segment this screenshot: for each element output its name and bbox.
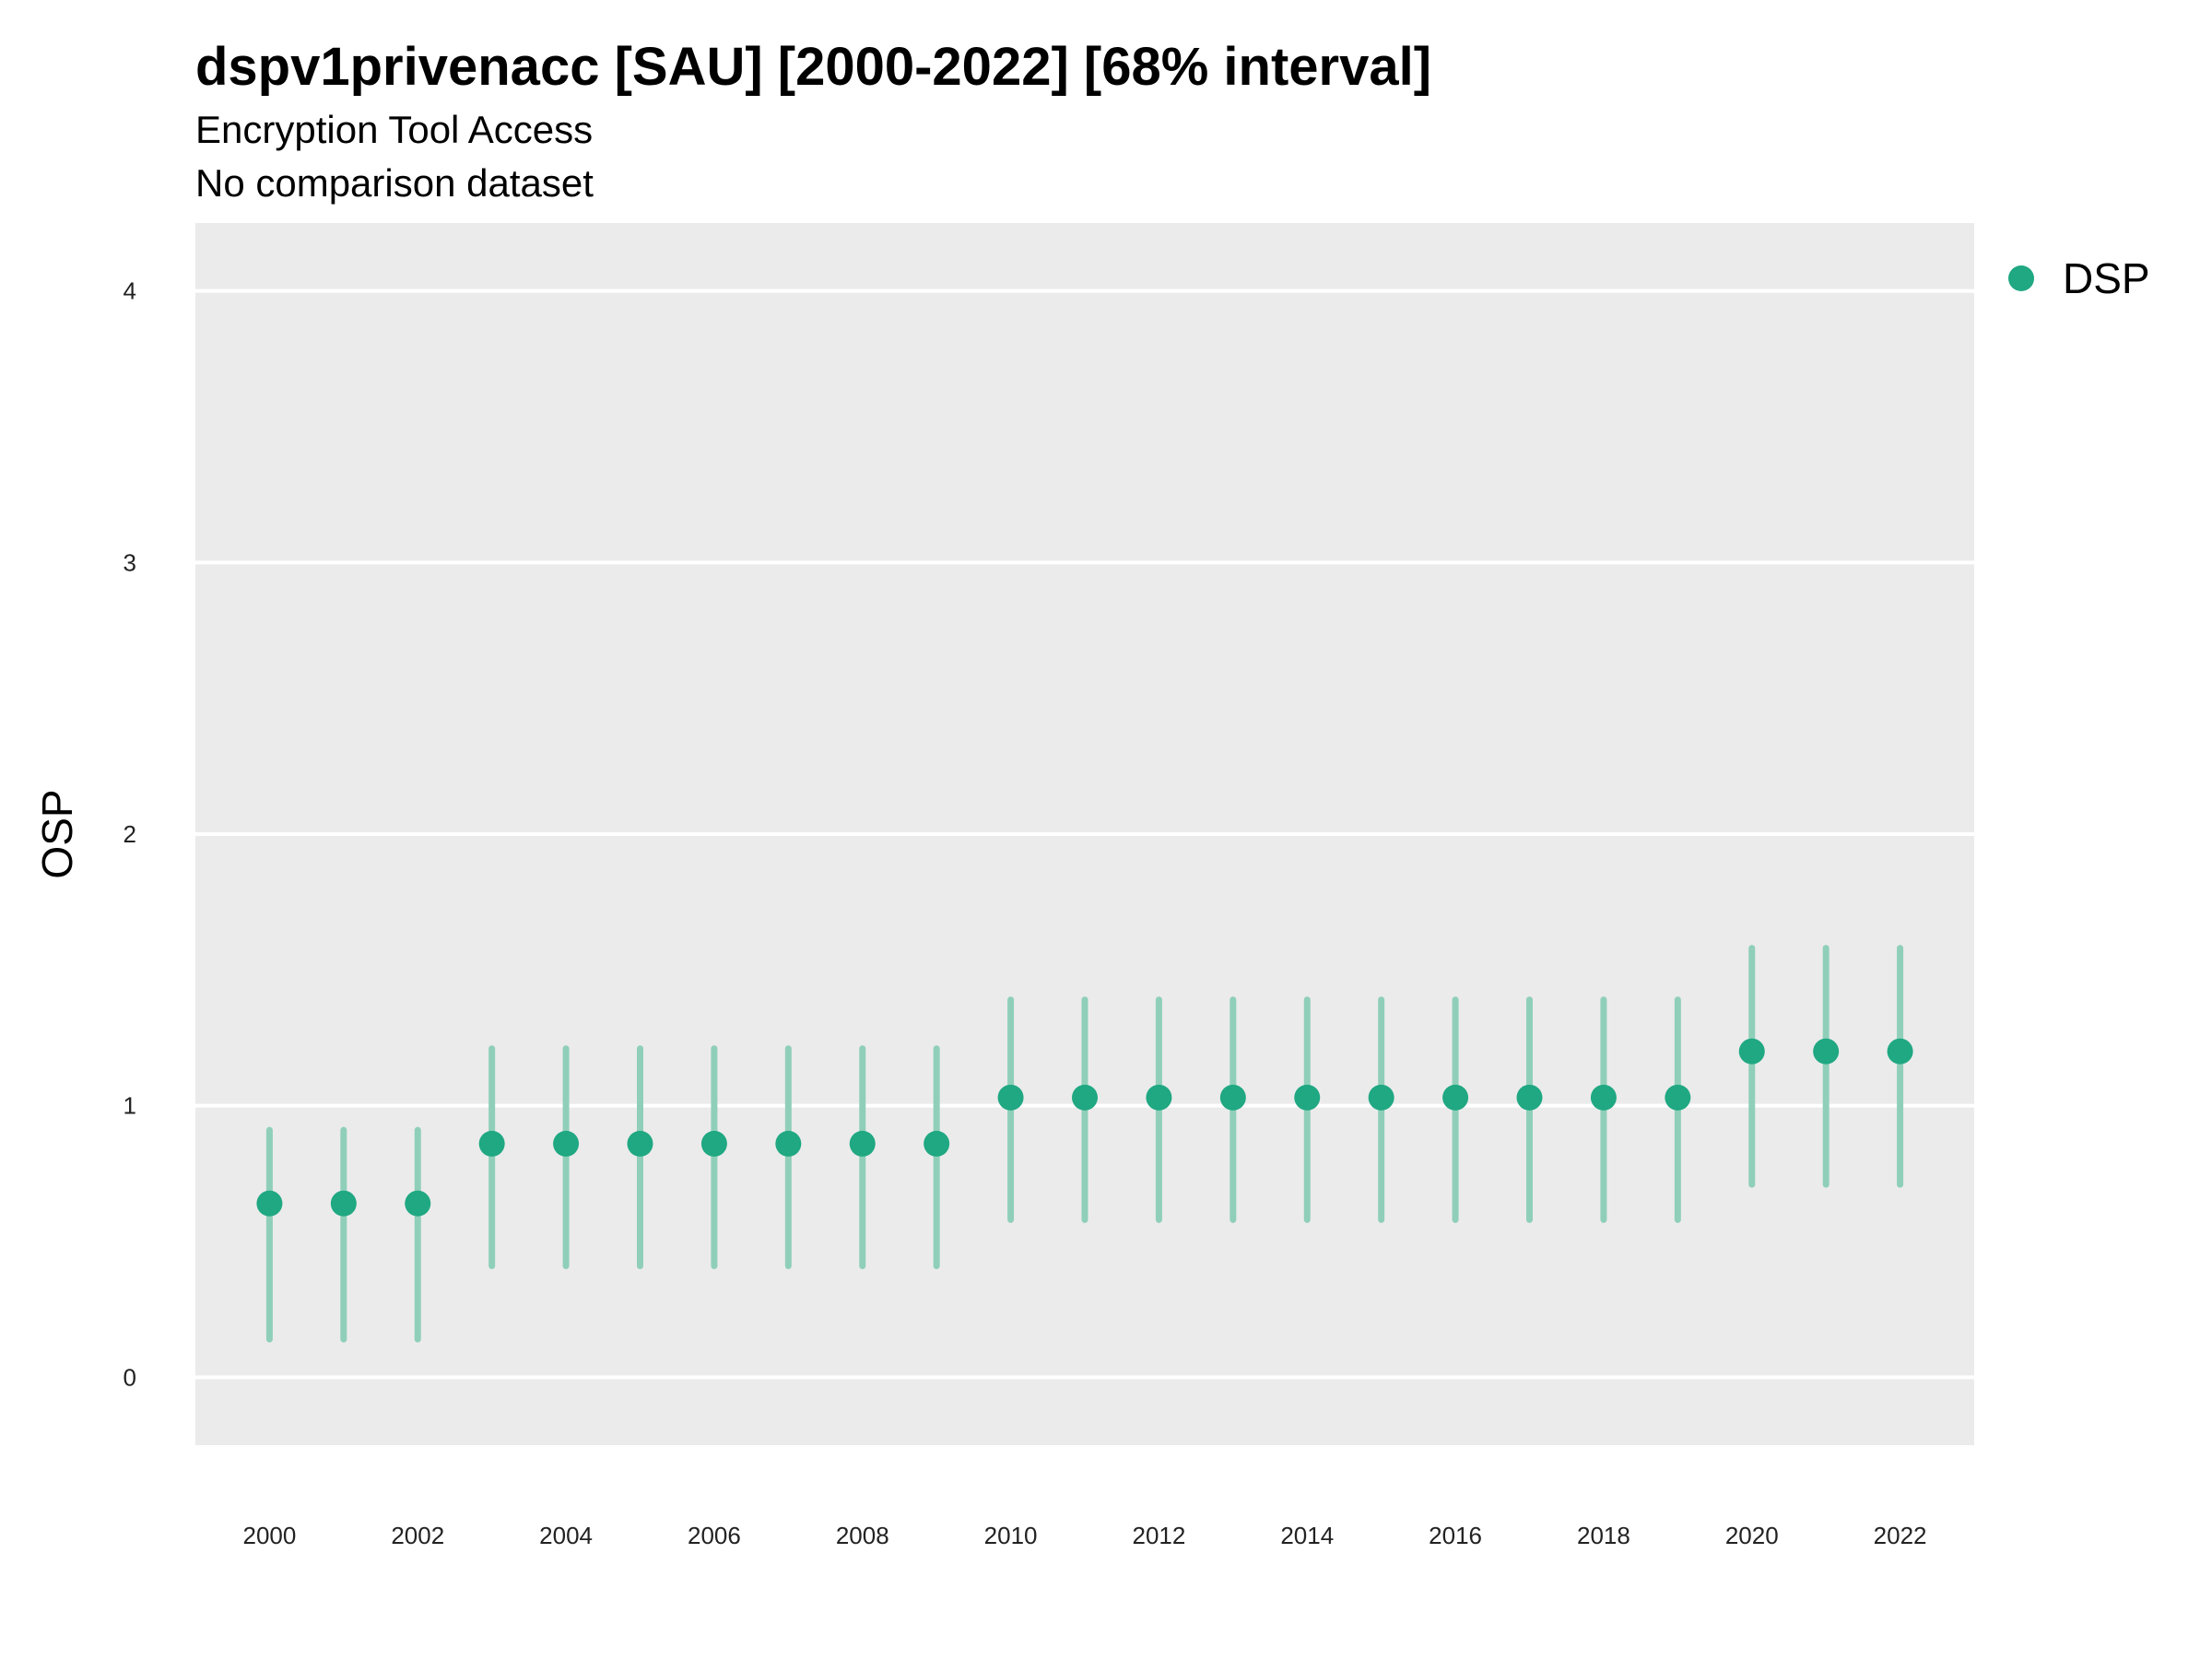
x-tick-label-2002: 2002 [391,1522,444,1549]
x-tick-label-2000: 2000 [242,1522,296,1549]
data-point-2000 [256,1190,283,1217]
x-tick-label-2008: 2008 [836,1522,889,1549]
data-point-2014 [1294,1084,1321,1111]
x-tick-label-2020: 2020 [1725,1522,1779,1549]
data-point-2016 [1442,1084,1469,1111]
x-tick-label-2012: 2012 [1132,1522,1185,1549]
legend: DSP [2008,254,2150,302]
data-point-2018 [1590,1084,1617,1111]
data-point-2009 [924,1130,950,1157]
y-tick-labels: 0 1 2 3 4 [124,277,136,1392]
chart-subtitle: Encryption Tool Access [195,108,593,151]
x-tick-label-2010: 2010 [984,1522,1038,1549]
data-point-2013 [1219,1084,1246,1111]
data-point-2007 [775,1130,802,1157]
y-tick-label-3: 3 [124,548,136,576]
x-tick-label-2014: 2014 [1280,1522,1334,1549]
y-tick-label-4: 4 [124,277,136,305]
data-points [256,1038,1913,1217]
data-point-2020 [1738,1038,1765,1065]
data-point-2022 [1887,1038,1913,1065]
x-tick-label-2006: 2006 [688,1522,741,1549]
data-point-2015 [1368,1084,1394,1111]
data-point-2002 [405,1190,431,1217]
y-tick-label-1: 1 [124,1092,136,1120]
data-point-2006 [700,1130,727,1157]
data-point-2019 [1665,1084,1691,1111]
legend-key-dsp [2008,265,2034,291]
data-point-2005 [627,1130,653,1157]
x-tick-labels: 2000 2002 2004 2006 2008 2010 2012 2014 2016 2018… [242,1522,1926,1549]
x-tick-label-2016: 2016 [1429,1522,1482,1549]
data-point-2001 [330,1190,357,1217]
data-point-2010 [997,1084,1024,1111]
chart-title: dspv1privenacc [SAU] [2000-2022] [68% in… [195,37,1431,97]
chart-caption: No comparison dataset [195,161,594,205]
data-point-2011 [1072,1084,1098,1111]
x-tick-label-2004: 2004 [539,1522,593,1549]
data-point-2004 [553,1130,580,1157]
legend-label-dsp: DSP [2063,254,2150,302]
y-tick-label-0: 0 [124,1363,136,1391]
data-point-2021 [1813,1038,1840,1065]
y-axis-title: OSP [33,789,81,878]
data-point-2003 [478,1130,505,1157]
data-point-2008 [849,1130,876,1157]
data-point-2017 [1516,1084,1543,1111]
y-tick-label-2: 2 [124,820,136,848]
data-point-2012 [1146,1084,1172,1111]
x-tick-label-2022: 2022 [1874,1522,1927,1549]
x-tick-label-2018: 2018 [1577,1522,1630,1549]
